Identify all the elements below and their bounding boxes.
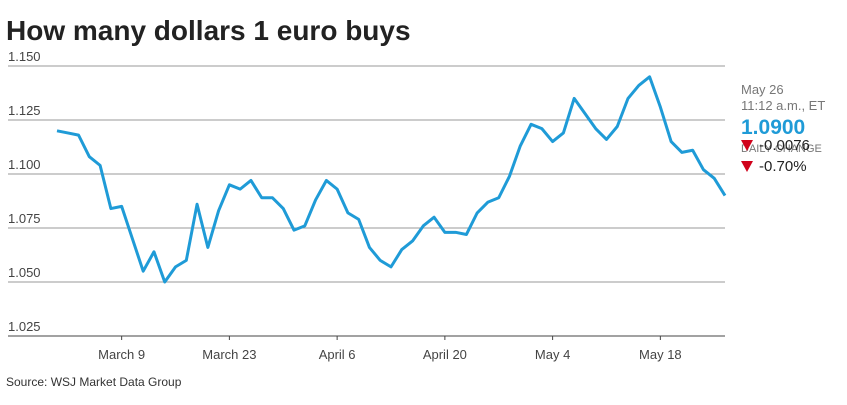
x-tick-label: March 23 xyxy=(202,347,256,362)
source: Source: WSJ Market Data Group xyxy=(6,375,182,389)
change: -0.0076 xyxy=(759,137,810,154)
x-tick-label: May 18 xyxy=(639,347,682,362)
y-tick-label: 1.100 xyxy=(8,157,41,172)
line xyxy=(56,75,727,284)
change-pct: -0.70% xyxy=(759,158,807,175)
down-arrow xyxy=(741,161,753,172)
quote-price: 1.0900 xyxy=(741,116,805,139)
y-tick-label: 1.150 xyxy=(8,49,41,64)
quote-time: 11:12 a.m., ET xyxy=(741,98,825,113)
x-tick-label: April 6 xyxy=(319,347,356,362)
x-tick-label: April 20 xyxy=(423,347,467,362)
down-arrow xyxy=(741,140,753,151)
x-tick-label: March 9 xyxy=(98,347,145,362)
x-tick-label: May 4 xyxy=(535,347,570,362)
change-label: DAILY CHANGE xyxy=(741,143,822,155)
y-tick-label: 1.075 xyxy=(8,211,41,226)
y-tick-label: 1.050 xyxy=(8,265,41,280)
chart-title: How many dollars 1 euro buys xyxy=(6,15,411,46)
quote-date: May 26 xyxy=(741,82,784,97)
y-tick-label: 1.125 xyxy=(8,103,41,118)
y-tick-label: 1.025 xyxy=(8,319,41,334)
